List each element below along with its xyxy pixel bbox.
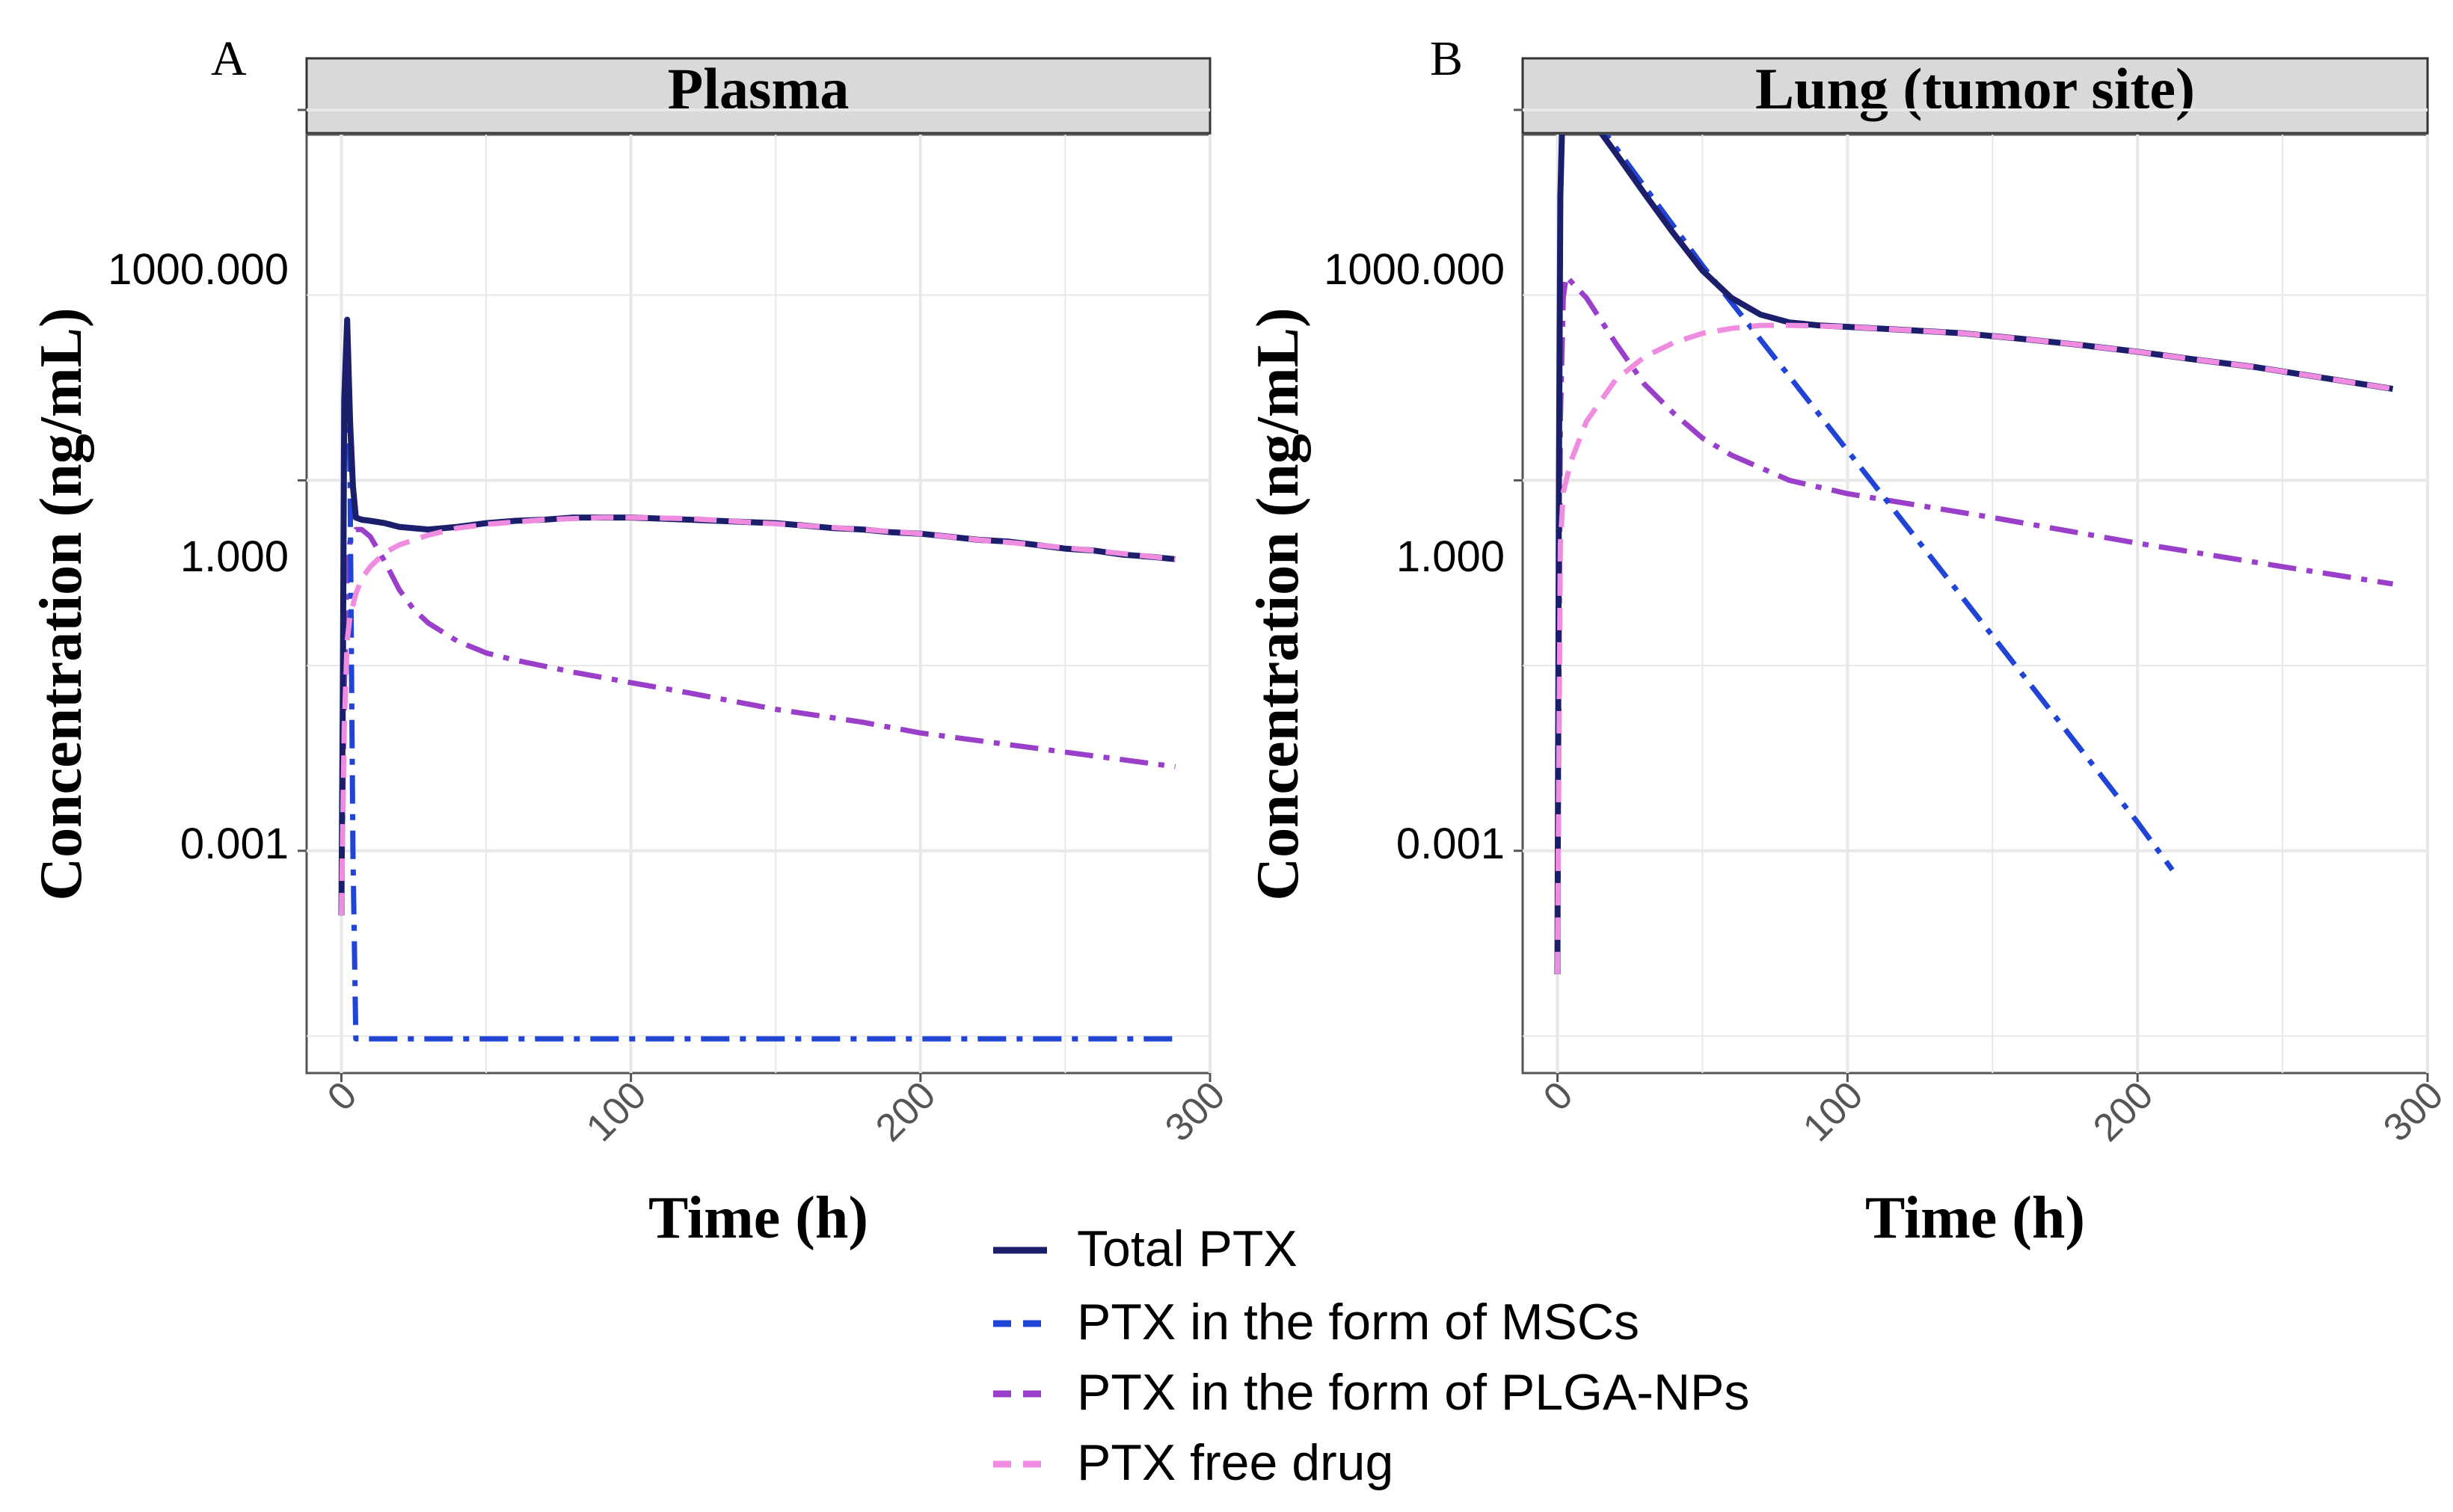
- panel-b: B Lung (tumor site) 1000.000 1.000 0.001…: [1245, 31, 2452, 1251]
- strip-b: [1521, 57, 2429, 135]
- plot-area-a: [305, 133, 1212, 1075]
- x-tick-label: 100: [1795, 1073, 1871, 1149]
- x-tick-label: 300: [1157, 1073, 1233, 1149]
- y-tick-label: 0.001: [180, 820, 289, 868]
- y-tick-label: 1000.000: [108, 245, 289, 294]
- x-tick-label: 100: [578, 1073, 654, 1149]
- series-line-ptx-in-the-form-of-plga-nps: [339, 526, 1176, 916]
- legend-label-free: PTX free drug: [1077, 1434, 1393, 1491]
- y-tick-label: 1000.000: [1324, 245, 1505, 294]
- series-line-ptx-free-drug: [1555, 322, 2394, 974]
- panel-label-b: B: [1430, 31, 1463, 86]
- series-line-ptx-in-the-form-of-plga-nps: [1555, 273, 2394, 974]
- grid-a: [298, 108, 1212, 1082]
- legend-label-total: Total PTX: [1077, 1220, 1298, 1277]
- x-ticks-a: 0 100 200 300: [319, 1073, 1233, 1149]
- panel-a: A Plasma 1000.000 1.000 0.001 0 100 200 …: [28, 31, 1233, 1251]
- y-ticks-a: 1000.000 1.000 0.001: [108, 245, 289, 868]
- y-axis-label-a: Concentration (ng/mL): [28, 307, 94, 900]
- grid-b: [1514, 108, 2429, 1082]
- y-tick-label: 1.000: [180, 532, 289, 581]
- x-tick-label: 200: [868, 1073, 944, 1149]
- x-ticks-b: 0 100 200 300: [1535, 1073, 2452, 1149]
- plot-area-b: [1521, 133, 2429, 1075]
- x-axis-label-a: Time (h): [648, 1185, 868, 1251]
- x-tick-label: 300: [2375, 1073, 2452, 1149]
- series-group-b: [1554, 135, 2394, 974]
- y-axis-label-b: Concentration (ng/mL): [1245, 307, 1311, 900]
- x-tick-label: 200: [2085, 1073, 2161, 1149]
- panel-label-a: A: [211, 31, 247, 86]
- series-group-a: [338, 316, 1176, 1042]
- y-tick-label: 1.000: [1396, 532, 1505, 581]
- y-tick-label: 0.001: [1396, 820, 1505, 868]
- series-line-ptx-free-drug: [339, 514, 1176, 916]
- x-axis-label-b: Time (h): [1865, 1185, 2085, 1251]
- y-ticks-b: 1000.000 1.000 0.001: [1324, 245, 1505, 868]
- legend-label-plga: PTX in the form of PLGA-NPs: [1077, 1364, 1749, 1421]
- legend: Total PTX PTX in the form of MSCs PTX in…: [993, 1220, 1749, 1491]
- legend-label-msc: PTX in the form of MSCs: [1077, 1294, 1639, 1350]
- strip-a: [305, 57, 1212, 135]
